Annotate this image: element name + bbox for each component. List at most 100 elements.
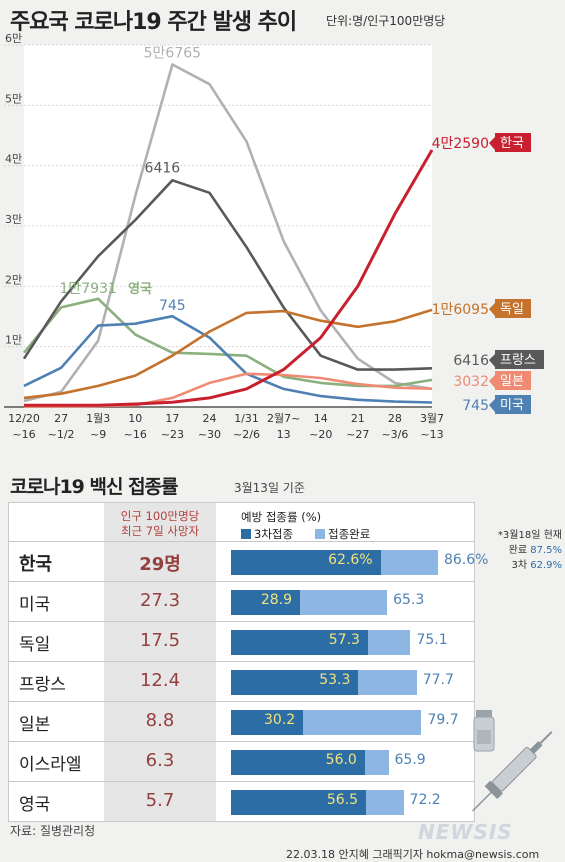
x-tick-label: 2월7~	[267, 412, 300, 425]
vaccine-row: 독일 17.5 57.3 75.1	[9, 621, 474, 660]
value-completed: 75.1	[416, 632, 448, 648]
value-third-dose: 62.6%	[328, 552, 373, 568]
legend-third-swatch	[241, 529, 251, 539]
end-tag-bg-japan	[495, 371, 531, 390]
end-tag-bg-france	[495, 350, 544, 369]
row-deaths: 5.7	[145, 790, 175, 811]
x-tick-label: 3월7	[420, 412, 444, 425]
end-value-usa: 745	[462, 398, 489, 414]
legend-third-label: 3차접종	[254, 527, 294, 541]
bar-third-dose	[231, 630, 368, 655]
vaccine-section-date: 3월13일 기준	[234, 481, 305, 495]
x-tick-label: ~3/6	[381, 428, 408, 441]
legend-completed-swatch	[315, 529, 325, 539]
row-deaths: 27.3	[139, 590, 181, 611]
legend-completed-label: 접종완료	[328, 527, 371, 541]
end-value-germany: 1만6095	[432, 302, 489, 318]
row-country: 한국	[19, 554, 53, 575]
value-completed: 65.3	[393, 592, 425, 608]
row-deaths: 8.8	[145, 710, 175, 731]
end-tag-pointer-korea	[489, 137, 495, 150]
end-value-france: 6416	[453, 353, 489, 369]
end-tag-pointer-usa	[489, 399, 495, 412]
series-line-usa	[23, 314, 433, 404]
vaccine-row: 영국 5.7 56.5 72.2	[9, 781, 474, 820]
end-value-korea: 4만2590	[432, 136, 489, 152]
value-completed: 79.7	[427, 712, 459, 728]
deaths-header-line2: 최근 7일 사망자	[120, 524, 200, 538]
end-tag-usa: 미국	[500, 398, 524, 413]
x-tick-label: 17	[165, 412, 179, 425]
vaccine-section-title: 코로나19 백신 접종률	[10, 476, 179, 498]
end-tag-japan: 일본	[500, 374, 524, 389]
row-country: 이스라엘	[19, 755, 82, 775]
value-third-dose: 57.3	[328, 632, 360, 648]
row-deaths: 6.3	[145, 750, 175, 771]
value-completed: 77.7	[422, 672, 454, 688]
note-completed-value: 87.5%	[530, 545, 562, 556]
x-tick-label: 28	[388, 412, 402, 425]
end-tag-korea: 한국	[500, 136, 524, 151]
newsis-logo: NEWSIS	[418, 820, 513, 844]
x-tick-label: ~13	[420, 428, 443, 441]
value-third-dose: 53.3	[319, 672, 351, 688]
x-tick-label: 12/20	[8, 412, 40, 425]
x-tick-label: ~30	[198, 428, 221, 441]
peak-value-uk: 1만7931	[59, 281, 116, 297]
vaccine-row: 일본 8.8 30.2 79.7	[9, 701, 474, 740]
series-name-uk: 영국	[128, 282, 152, 297]
row-country: 일본	[19, 715, 51, 735]
value-third-dose: 30.2	[264, 712, 296, 728]
series-line-israel	[23, 63, 433, 403]
y-tick-label: 5만	[5, 92, 22, 105]
row-country: 프랑스	[19, 675, 66, 695]
row-deaths: 17.5	[139, 630, 181, 651]
x-tick-label: ~1/2	[48, 428, 75, 441]
peak-value-france: 6416	[145, 160, 181, 176]
deaths-column-shade	[104, 503, 216, 821]
deaths-header-line1: 인구 100만명당	[120, 509, 200, 523]
note-date: *3월18일 현재	[497, 530, 562, 541]
note-completed-label: 완료	[508, 545, 528, 556]
x-tick-label: ~20	[309, 428, 332, 441]
end-tag-germany: 독일	[500, 302, 524, 317]
x-tick-label: ~16	[12, 428, 35, 441]
y-tick-label: 2만	[5, 273, 22, 286]
end-value-japan: 3032	[453, 374, 489, 390]
vaccine-row: 한국 29명 62.6% 86.6%	[9, 541, 488, 580]
page-title: 주요국 코로나19 주간 발생 추이	[10, 10, 297, 35]
y-tick-label: 1만	[5, 334, 22, 347]
vaccine-update-note: *3월18일 현재 완료 87.5% 3차 62.9%	[478, 528, 562, 573]
peak-value-israel: 5만6765	[144, 46, 201, 62]
end-tag-france: 프랑스	[500, 353, 536, 368]
series-line-germany	[23, 308, 433, 400]
x-tick-label: ~27	[346, 428, 369, 441]
end-tag-bg-germany	[495, 299, 531, 318]
x-tick-label: 21	[351, 412, 365, 425]
bar-third-dose	[231, 710, 304, 735]
end-tag-bg-korea	[495, 133, 531, 152]
row-deaths: 29명	[139, 554, 181, 575]
peak-value-usa: 745	[159, 298, 186, 314]
x-tick-label: 1/31	[234, 412, 259, 425]
bar-third-dose	[231, 790, 367, 815]
row-country: 미국	[19, 595, 51, 615]
value-third-dose: 28.9	[260, 592, 293, 608]
value-completed: 86.6%	[443, 552, 489, 568]
x-tick-label: 10	[128, 412, 142, 425]
x-tick-label: 24	[202, 412, 216, 425]
y-tick-label: 4만	[5, 153, 22, 166]
bar-third-dose	[231, 750, 365, 775]
x-tick-label: 27	[54, 412, 68, 425]
vaccine-row: 프랑스 12.4 53.3 77.7	[9, 661, 474, 700]
note-third-label: 3차	[511, 560, 528, 571]
weekly-cases-line-chart: 6만 5만 4만 3만 2만 1만 12/20 ~16 27 ~1/2 1월3 ~9 10 ~16 17 ~2…	[4, 32, 544, 441]
y-tick-label: 6만	[5, 32, 22, 45]
end-tag-pointer-germany	[489, 303, 495, 316]
vaccine-row: 이스라엘 6.3 56.0 65.9	[9, 741, 474, 780]
x-tick-label: ~9	[90, 428, 106, 441]
vaccination-header: 예방 접종률 (%)	[241, 510, 322, 524]
y-tick-label: 3만	[5, 213, 22, 226]
end-tag-pointer-france	[489, 354, 495, 367]
x-tick-label: 1월3	[86, 412, 110, 425]
